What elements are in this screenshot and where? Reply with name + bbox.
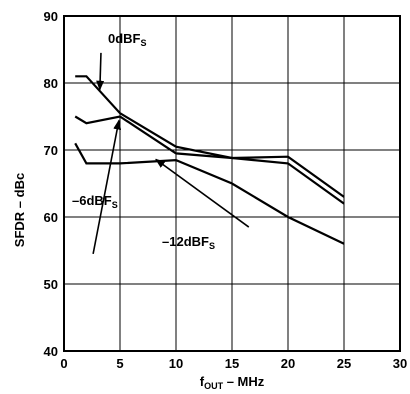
series-line-0dbfs: [75, 75, 345, 198]
y-tick-label: 90: [44, 9, 58, 24]
series-line-minus6dbfs: [74, 115, 345, 205]
y-tick-label: 50: [44, 277, 58, 292]
series-lines: [74, 75, 345, 245]
y-tick-label: 80: [44, 76, 58, 91]
x-tick-label: 25: [337, 356, 351, 371]
x-tick-label: 15: [225, 356, 239, 371]
label-minus6dbfs: –6dBFS: [72, 193, 118, 210]
x-tick-label: 20: [281, 356, 295, 371]
y-axis-title: SFDR – dBc: [12, 173, 27, 247]
x-tick-label: 30: [393, 356, 407, 371]
arrow-minus12dbfs: [155, 158, 250, 228]
arrow-0dbfs: [96, 52, 105, 91]
x-tick-label: 10: [169, 356, 183, 371]
arrow-minus6dbfs: [92, 119, 122, 255]
annotations: 0dBFS –6dBFS –12dBFS: [72, 31, 250, 255]
y-tick-label: 40: [44, 344, 58, 359]
label-minus12dbfs: –12dBFS: [162, 234, 215, 251]
series-line-minus12dbfs: [74, 142, 345, 245]
x-axis-title: fOUT – MHz: [200, 374, 265, 391]
plot-frame: [63, 15, 401, 352]
x-tick-label: 0: [60, 356, 67, 371]
x-tick-label: 5: [116, 356, 123, 371]
tick-labels: 0 5 10 15 20 25 30 40 50 60 70 80 90: [44, 9, 408, 371]
y-tick-label: 70: [44, 143, 58, 158]
label-0dbfs: 0dBFS: [108, 31, 147, 48]
y-tick-label: 60: [44, 210, 58, 225]
